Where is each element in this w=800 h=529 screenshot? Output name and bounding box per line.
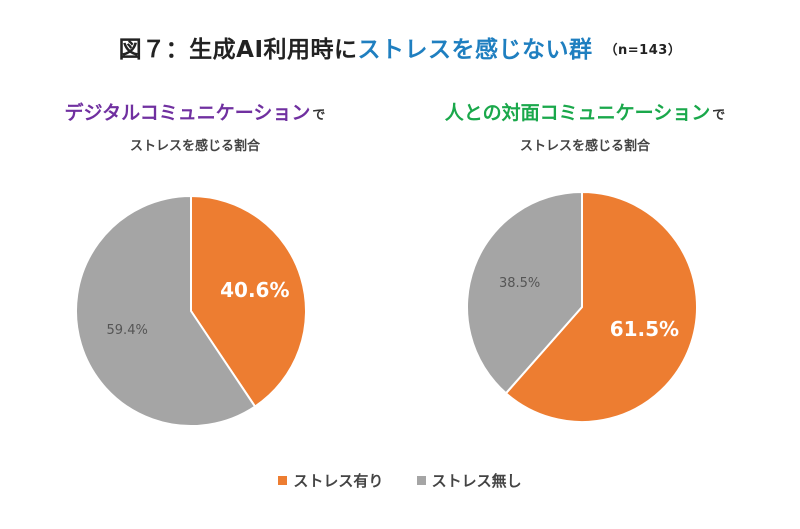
right-data-label-no-stress: 38.5% <box>499 276 540 291</box>
title-prefix: 図７：生成AI利用時に <box>118 37 358 63</box>
title-highlight: ストレスを感じない群 <box>357 37 593 63</box>
right-chart-heading: 人との対面コミュニケーションで ストレスを感じる割合 <box>410 98 760 154</box>
left-data-label-no-stress: 59.4% <box>107 323 148 338</box>
left-data-label-stress: 40.6% <box>220 278 289 302</box>
right-pie-slice-no-stress <box>466 190 583 395</box>
sample-size: （n=143） <box>604 43 682 58</box>
left-pie-slice-no-stress <box>75 194 257 427</box>
legend-swatch-stress <box>278 476 288 485</box>
legend-swatch-no-stress <box>416 476 426 485</box>
left-chart-heading: デジタルコミュニケーションで ストレスを感じる割合 <box>20 98 370 154</box>
right-data-label-stress: 61.5% <box>610 317 679 341</box>
right-heading-suffix: で <box>712 108 726 123</box>
legend-label-no-stress: ストレス無し <box>431 472 522 490</box>
left-heading-suffix: で <box>312 108 326 123</box>
legend-item-no-stress: ストレス無し <box>416 470 522 491</box>
legend-label-stress: ストレス有り <box>293 472 384 490</box>
chart-title: 図７：生成AI利用時にストレスを感じない群 （n=143） <box>0 30 800 64</box>
left-pie-slice-stress <box>190 194 307 408</box>
left-subheading: ストレスを感じる割合 <box>129 139 260 154</box>
right-heading-main: 人との対面コミュニケーション <box>444 102 711 124</box>
legend: ストレス有り ストレス無し <box>0 470 800 491</box>
right-pie-slice-stress <box>504 190 698 423</box>
left-heading-main: デジタルコミュニケーション <box>64 102 311 124</box>
legend-item-stress: ストレス有り <box>278 470 383 491</box>
right-subheading: ストレスを感じる割合 <box>519 139 650 154</box>
